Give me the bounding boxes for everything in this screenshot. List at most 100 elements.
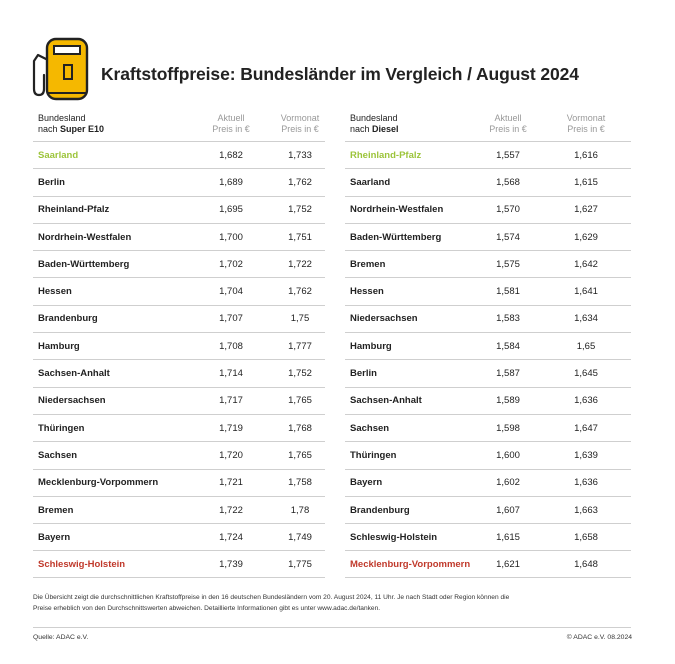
state-name: Rheinland-Pfalz: [350, 149, 422, 161]
previous-price: 1,636: [574, 477, 598, 489]
diesel-header-fuel: Diesel: [372, 124, 399, 134]
state-name: Hessen: [350, 286, 384, 298]
e10-header-line1: Bundesland: [38, 113, 86, 123]
table-row: Mecklenburg-Vorpommern 1,621 1,648: [345, 550, 631, 578]
e10-current-header-line1: Aktuell: [217, 113, 245, 123]
previous-price: 1,647: [574, 422, 598, 434]
table-row: Bayern 1,724 1,749: [33, 523, 325, 550]
diesel-header-prefix: nach: [350, 124, 373, 134]
previous-price: 1,639: [574, 449, 598, 461]
diesel-current-header-line2: Preis in €: [489, 124, 527, 134]
state-name: Rheinland-Pfalz: [38, 204, 110, 216]
state-name: Berlin: [38, 176, 65, 188]
current-price: 1,574: [496, 231, 520, 243]
diesel-rows: Rheinland-Pfalz 1,557 1,616 Saarland 1,568 1,…: [345, 141, 631, 578]
table-row: Sachsen-Anhalt 1,589 1,636: [345, 386, 631, 414]
table-row: Baden-Württemberg 1,702 1,722: [33, 250, 325, 277]
state-name: Niedersachsen: [350, 313, 418, 325]
e10-state-header: Bundesland nach Super E10: [38, 113, 104, 135]
current-price: 1,714: [219, 368, 243, 380]
current-price: 1,581: [496, 286, 520, 298]
state-name: Nordrhein-Westfalen: [38, 231, 132, 243]
table-row: Sachsen-Anhalt 1,714 1,752: [33, 359, 325, 386]
state-name: Thüringen: [350, 449, 397, 461]
previous-price: 1,627: [574, 204, 598, 216]
current-price: 1,717: [219, 395, 243, 407]
current-price: 1,704: [219, 286, 243, 298]
diesel-prev-header-line2: Preis in €: [567, 124, 605, 134]
table-row: Thüringen 1,600 1,639: [345, 441, 631, 468]
current-price: 1,702: [219, 258, 243, 270]
diesel-prev-header-line1: Vormonat: [566, 113, 606, 123]
previous-price: 1,733: [288, 149, 312, 161]
page-title: Kraftstoffpreise: Bundesländer im Vergle…: [101, 64, 579, 84]
state-name: Thüringen: [38, 422, 85, 434]
current-price: 1,682: [219, 149, 243, 161]
current-price: 1,700: [219, 231, 243, 243]
current-price: 1,615: [496, 531, 520, 543]
current-price: 1,602: [496, 477, 520, 489]
state-name: Sachsen-Anhalt: [350, 395, 422, 407]
e10-prev-header: Vormonat Preis in €: [270, 113, 330, 135]
e10-header-fuel: Super E10: [60, 124, 105, 134]
current-price: 1,695: [219, 204, 243, 216]
table-row: Bayern 1,602 1,636: [345, 468, 631, 496]
previous-price: 1,616: [574, 149, 598, 161]
previous-price: 1,641: [574, 286, 598, 298]
current-price: 1,583: [496, 313, 520, 325]
previous-price: 1,629: [574, 231, 598, 243]
previous-price: 1,758: [288, 477, 312, 489]
current-price: 1,722: [219, 504, 243, 516]
state-name: Brandenburg: [38, 313, 98, 325]
e10-table-header: Bundesland nach Super E10 Aktuell Preis …: [33, 113, 325, 141]
state-name: Mecklenburg-Vorpommern: [350, 558, 471, 570]
current-price: 1,568: [496, 176, 520, 188]
table-row: Mecklenburg-Vorpommern 1,721 1,758: [33, 468, 325, 496]
state-name: Sachsen: [350, 422, 390, 434]
state-name: Hamburg: [350, 340, 392, 352]
table-row: Niedersachsen 1,583 1,634: [345, 304, 631, 332]
state-name: Baden-Württemberg: [350, 231, 442, 243]
previous-price: 1,749: [288, 531, 312, 543]
previous-price: 1,775: [288, 558, 312, 570]
source: Quelle: ADAC e.V.: [33, 634, 89, 641]
previous-price: 1,78: [290, 504, 310, 516]
table-row: Berlin 1,587 1,645: [345, 359, 631, 386]
previous-price: 1,762: [288, 286, 312, 298]
table-row: Schleswig-Holstein 1,739 1,775: [33, 550, 325, 578]
previous-price: 1,762: [288, 176, 312, 188]
table-row: Baden-Württemberg 1,574 1,629: [345, 222, 631, 250]
footnote: Die Übersicht zeigt die durchschnittlich…: [33, 592, 633, 614]
state-name: Saarland: [38, 149, 79, 161]
state-name: Berlin: [350, 368, 377, 380]
previous-price: 1,765: [288, 395, 312, 407]
table-row: Hamburg 1,584 1,65: [345, 332, 631, 359]
current-price: 1,708: [219, 340, 243, 352]
state-name: Niedersachsen: [38, 395, 106, 407]
previous-price: 1,777: [288, 340, 312, 352]
state-name: Schleswig-Holstein: [38, 558, 126, 570]
e10-table: Bundesland nach Super E10 Aktuell Preis …: [33, 113, 325, 578]
table-row: Niedersachsen 1,717 1,765: [33, 386, 325, 414]
diesel-table-header: Bundesland nach Diesel Aktuell Preis in …: [345, 113, 631, 141]
footer-divider: [33, 627, 631, 628]
diesel-prev-header: Vormonat Preis in €: [556, 113, 616, 135]
current-price: 1,720: [219, 449, 243, 461]
state-name: Brandenburg: [350, 504, 410, 516]
e10-prev-header-line1: Vormonat: [280, 113, 320, 123]
previous-price: 1,645: [574, 368, 598, 380]
previous-price: 1,663: [574, 504, 598, 516]
table-row: Bremen 1,722 1,78: [33, 495, 325, 523]
previous-price: 1,634: [574, 313, 598, 325]
state-name: Baden-Württemberg: [38, 258, 130, 270]
diesel-table: Bundesland nach Diesel Aktuell Preis in …: [345, 113, 631, 578]
table-row: Nordrhein-Westfalen 1,700 1,751: [33, 222, 325, 250]
diesel-current-header-line1: Aktuell: [494, 113, 522, 123]
state-name: Saarland: [350, 176, 391, 188]
table-row: Rheinland-Pfalz 1,695 1,752: [33, 195, 325, 223]
current-price: 1,707: [219, 313, 243, 325]
state-name: Schleswig-Holstein: [350, 531, 438, 543]
current-price: 1,575: [496, 258, 520, 270]
e10-current-header: Aktuell Preis in €: [201, 113, 261, 135]
current-price: 1,621: [496, 558, 520, 570]
